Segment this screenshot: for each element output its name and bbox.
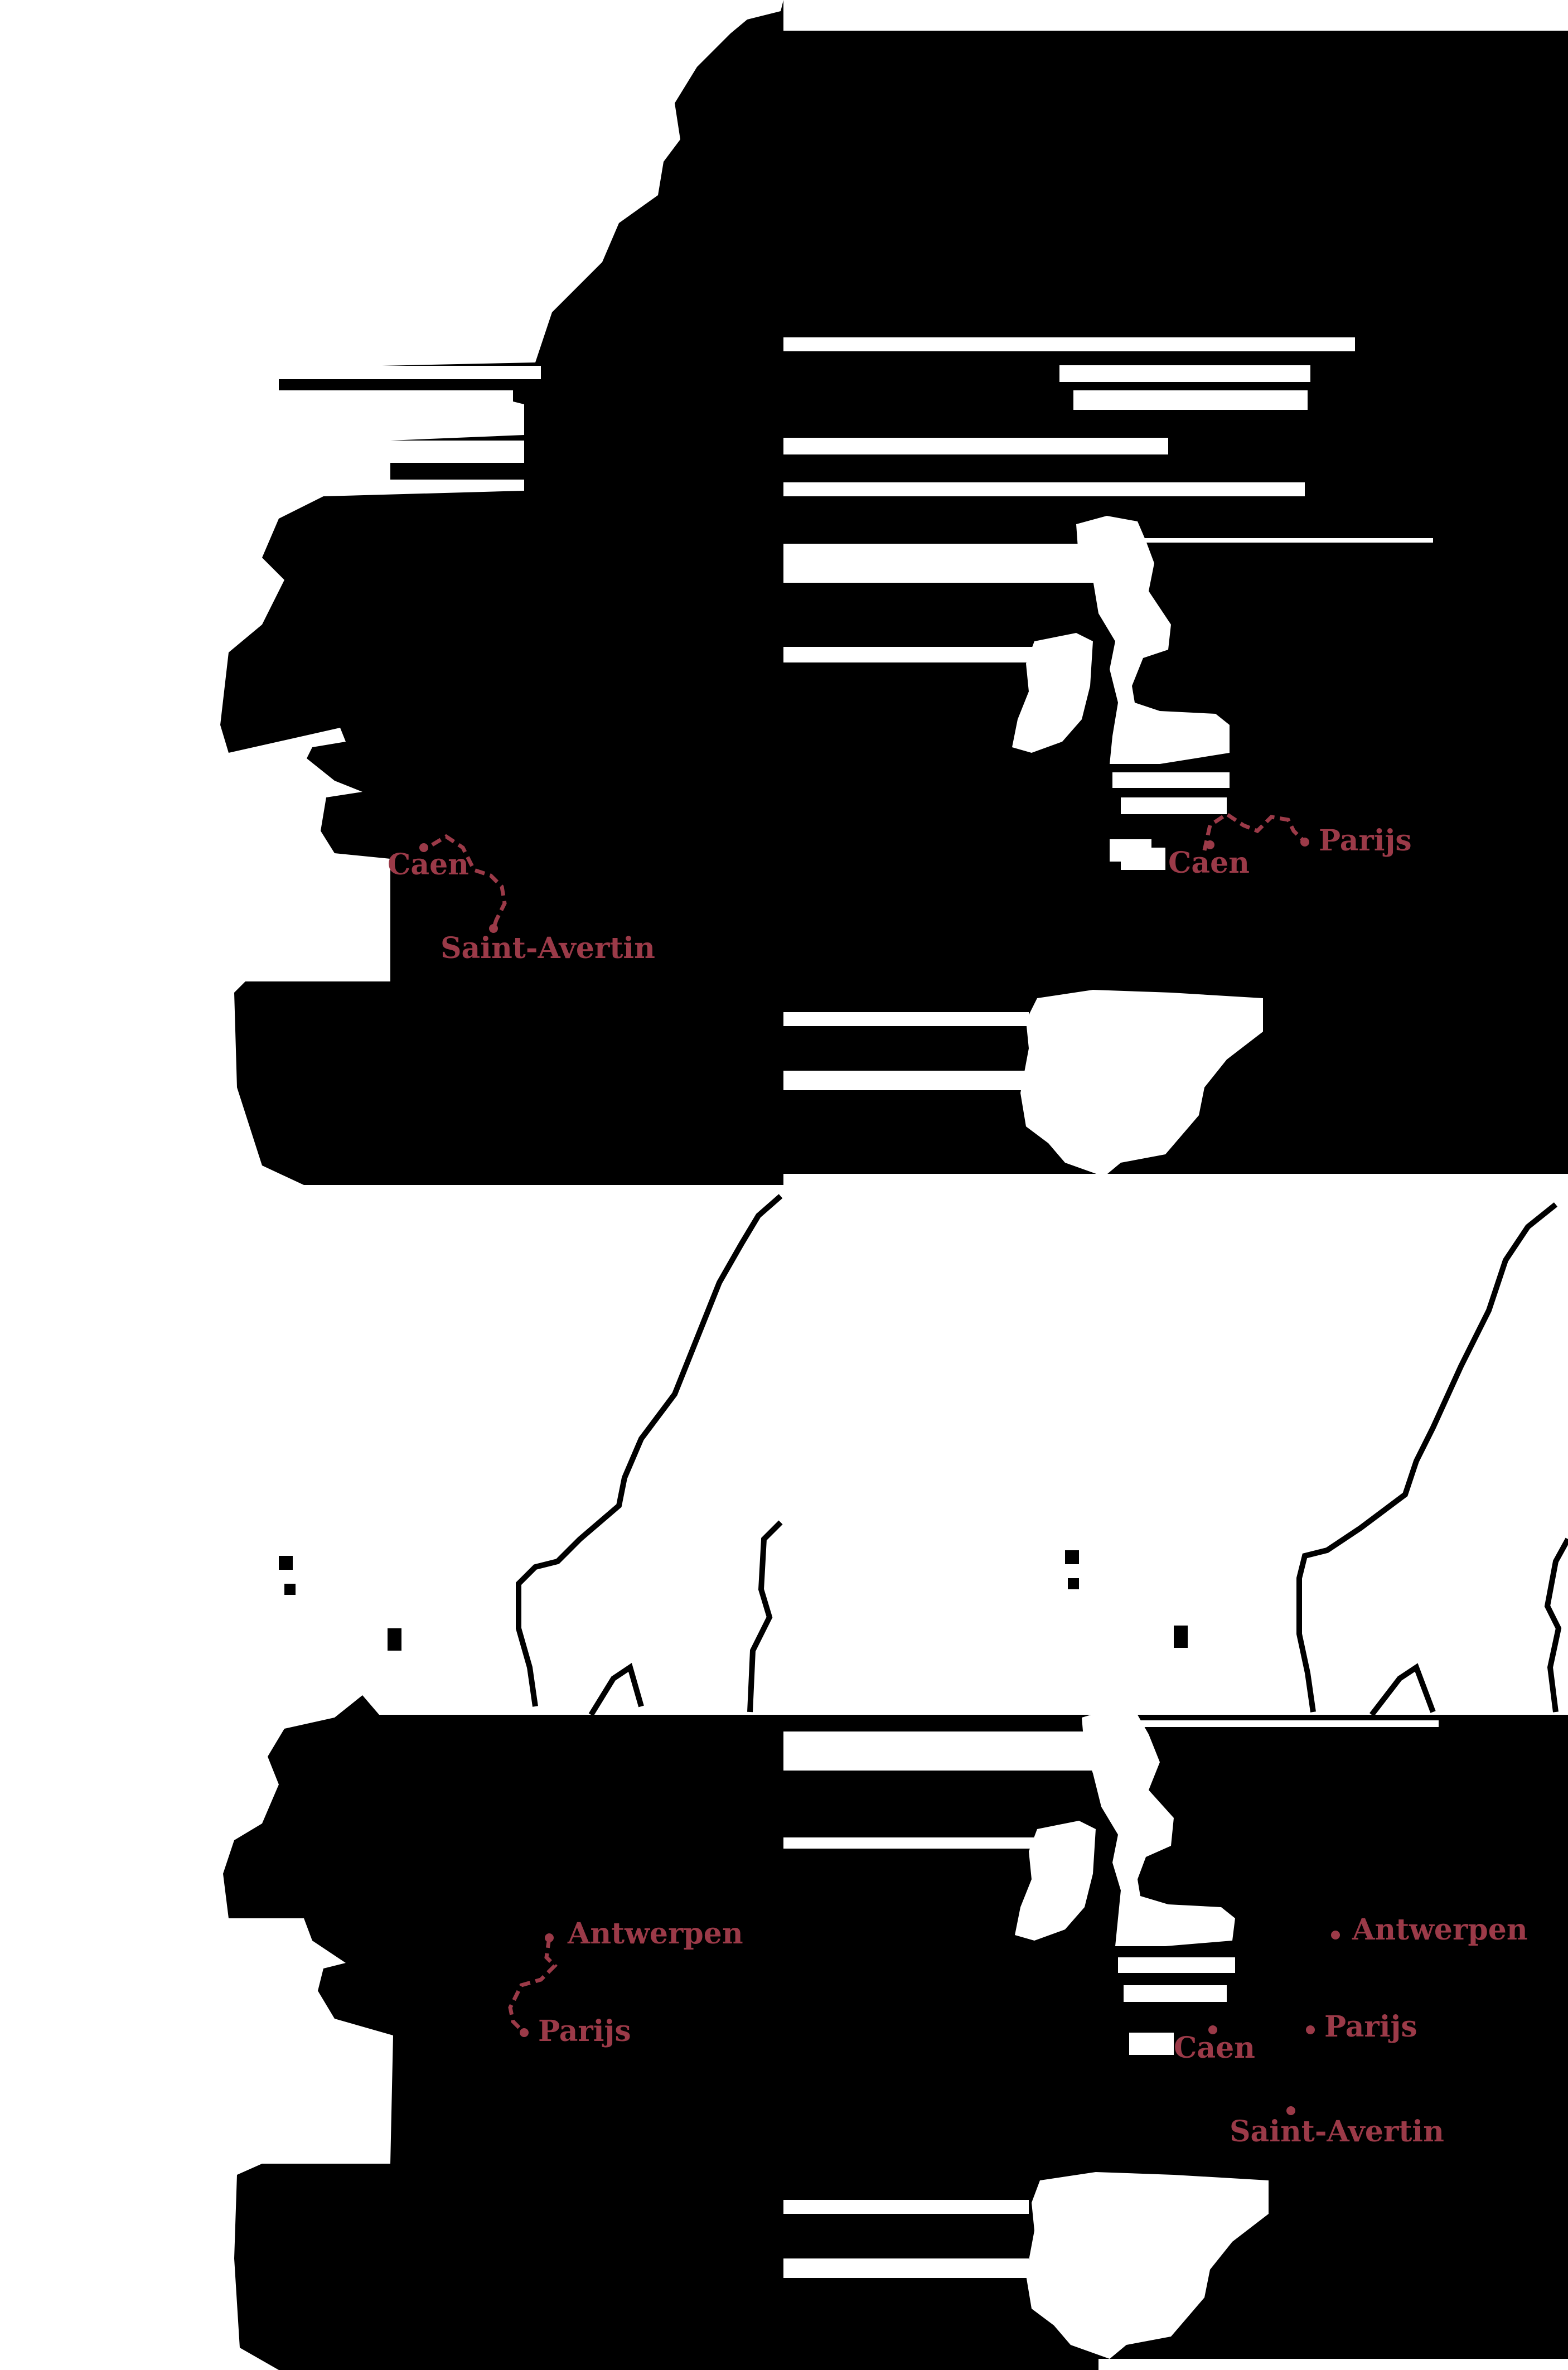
- coastline-denmark: [1369, 1663, 1436, 1717]
- island-shetland: [1065, 1550, 1079, 1564]
- coastline-norway: [516, 1194, 783, 1707]
- city-label-caen: Caen: [388, 848, 469, 882]
- landmass-top-right: [783, 31, 1568, 1174]
- island-ireland: [1012, 633, 1093, 753]
- band: [1098, 2359, 1568, 2370]
- city-dot-antwerpen: [545, 1933, 554, 1942]
- coastline-sweden: [1544, 1537, 1568, 1713]
- band: [279, 390, 513, 403]
- band: [1121, 848, 1165, 870]
- band: [273, 366, 541, 379]
- city-dot-caen: [1206, 840, 1214, 849]
- band: [1126, 1720, 1439, 1727]
- route-top-right: [1202, 811, 1306, 851]
- city-dot-parijs: [1300, 838, 1309, 847]
- band: [390, 441, 524, 463]
- band: [783, 482, 1305, 496]
- route-top-left: [431, 834, 507, 930]
- panel-bottom-left: Antwerpen Parijs: [223, 1194, 783, 2370]
- coastline-denmark: [588, 1663, 644, 1716]
- city-label-parijs: Parijs: [1324, 2010, 1417, 2044]
- city-label-saint-avertin: Saint-Avertin: [441, 931, 655, 965]
- band: [1129, 2033, 1174, 2055]
- band: [783, 337, 1355, 351]
- city-label-caen: Caen: [1174, 2031, 1255, 2065]
- island-shetland: [279, 1556, 293, 1570]
- city-label-caen: Caen: [1168, 846, 1250, 880]
- route-bottom-left: [508, 1937, 558, 2034]
- band: [1118, 1957, 1235, 1973]
- band: [783, 1012, 1029, 1026]
- city-dot-caen: [419, 843, 428, 852]
- panel-top-left: Caen Saint-Avertin: [220, 0, 783, 1185]
- band: [783, 1731, 1096, 1771]
- landmass-iberia: [1026, 2172, 1269, 2359]
- band: [1132, 538, 1433, 543]
- band: [783, 2258, 1029, 2278]
- island-ireland: [1015, 1821, 1096, 1941]
- panel-top-right: Parijs Caen: [783, 31, 1568, 1177]
- island-faroe: [284, 1584, 296, 1595]
- band: [783, 647, 1046, 662]
- coastline-norway: [1296, 1202, 1558, 1713]
- band: [1124, 1985, 1227, 2002]
- city-dot-parijs: [1306, 2025, 1315, 2034]
- city-label-saint-avertin: Saint-Avertin: [1230, 2115, 1444, 2149]
- band: [783, 1071, 1029, 1090]
- panel-bottom-right: Antwerpen Parijs Caen Saint-Avertin: [783, 1202, 1568, 2370]
- island-orkney: [1174, 1626, 1188, 1648]
- city-dot-parijs: [520, 2028, 529, 2037]
- island-faroe: [1068, 1578, 1079, 1589]
- island-great-britain: [1082, 1709, 1235, 1946]
- band: [1073, 390, 1308, 410]
- coastline-sweden: [747, 1520, 783, 1713]
- city-label-antwerpen: Antwerpen: [1352, 1913, 1528, 1947]
- band: [783, 1837, 1051, 1849]
- landmass-iberia: [1020, 990, 1263, 1177]
- band: [1121, 797, 1227, 814]
- city-label-parijs: Parijs: [538, 2014, 631, 2048]
- band: [1112, 772, 1230, 788]
- band: [783, 438, 1168, 454]
- city-dot-saint-avertin: [489, 924, 498, 933]
- landmass-top-left: [220, 0, 783, 1185]
- city-dot-antwerpen: [1331, 1931, 1340, 1939]
- city-dot-caen: [1208, 2025, 1217, 2034]
- band: [783, 2200, 1029, 2214]
- band: [1059, 365, 1310, 382]
- island-great-britain: [1076, 516, 1230, 764]
- city-label-parijs: Parijs: [1319, 824, 1412, 858]
- island-orkney: [388, 1628, 401, 1651]
- landmass-bottom-left: [223, 1695, 783, 2370]
- city-label-antwerpen: Antwerpen: [567, 1917, 743, 1951]
- city-dot-saint-avertin: [1286, 2106, 1295, 2115]
- band: [783, 544, 1096, 583]
